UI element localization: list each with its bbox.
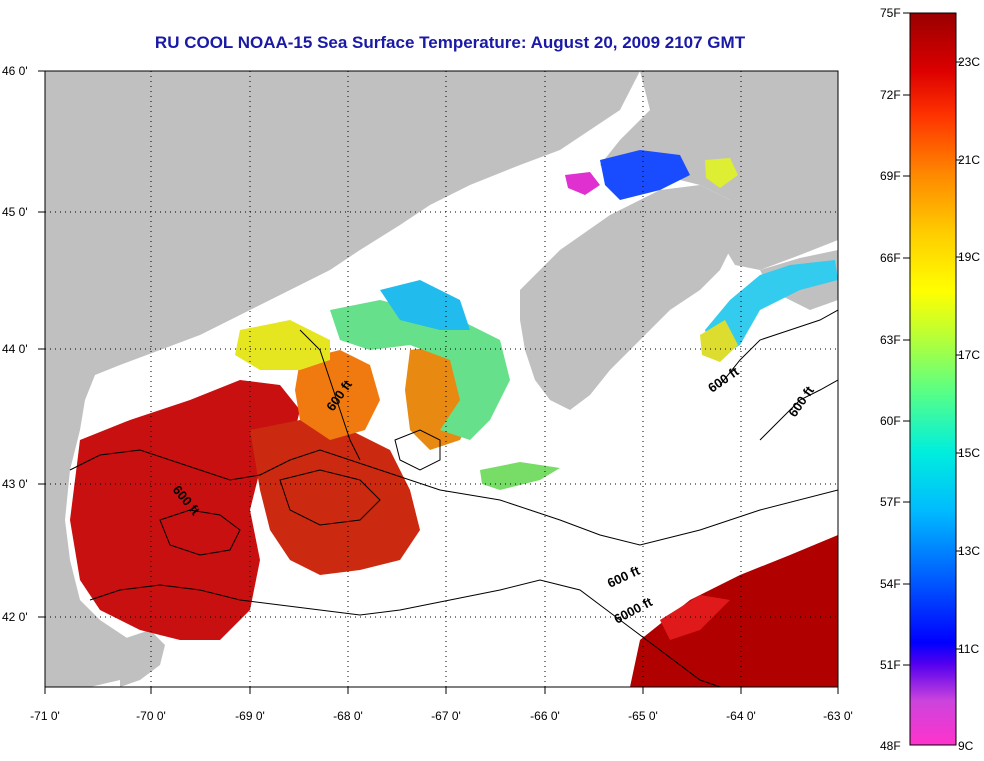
sst-yellow-scotian <box>700 320 738 362</box>
sst-warm-southwest <box>70 380 300 640</box>
lat-tick-label: 43 0' <box>2 477 28 491</box>
lon-tick-label: -70 0' <box>136 709 166 723</box>
colorbar-c-label: 19C <box>958 250 980 264</box>
lon-tick-label: -71 0' <box>30 709 60 723</box>
sst-green-band <box>330 300 510 440</box>
colorbar-c-label: 11C <box>958 642 979 656</box>
lon-tick-label: -63 0' <box>823 709 853 723</box>
lon-tick-label: -69 0' <box>235 709 265 723</box>
sst-orange-central <box>295 350 380 440</box>
sst-cyan-scotian <box>705 260 838 360</box>
lon-tick-label: -66 0' <box>530 709 560 723</box>
lat-tick-label: 45 0' <box>2 205 28 219</box>
land-new-england <box>45 71 640 687</box>
lat-tick-label: 44 0' <box>2 342 28 356</box>
lat-tick-label: 42 0' <box>2 610 28 624</box>
colorbar-c-label: 13C <box>958 544 980 558</box>
sst-green-georges <box>480 462 560 490</box>
sst-magenta-fundy <box>565 172 600 195</box>
colorbar-f-label: 63F <box>880 333 901 347</box>
map-frame <box>44 70 839 688</box>
colorbar-f-label: 54F <box>880 577 901 591</box>
colorbar-c-label: 21C <box>958 153 980 167</box>
colorbar-f-label: 75F <box>880 6 901 20</box>
colorbar-f-label: 60F <box>880 414 901 428</box>
colorbar-f-label: 72F <box>880 88 901 102</box>
lat-tick-label: 46 0' <box>2 64 28 78</box>
sst-yellow-band <box>235 320 330 370</box>
colorbar-ticks <box>903 12 962 666</box>
sst-cyan-fundy <box>380 280 470 330</box>
map-title: RU COOL NOAA-15 Sea Surface Temperature:… <box>154 33 746 52</box>
colorbar-c-label: 9C <box>958 739 974 753</box>
depth-contours <box>69 309 838 687</box>
colorbar-f-label: 69F <box>880 169 901 183</box>
colorbar-c-label: 17C <box>958 348 980 362</box>
lon-tick-label: -65 0' <box>628 709 658 723</box>
land-cape-cod <box>120 630 165 687</box>
lon-tick-label: -64 0' <box>726 709 756 723</box>
lon-tick-label: -68 0' <box>333 709 363 723</box>
sst-blue-fundy <box>600 150 690 200</box>
colorbar-c-label: 15C <box>958 446 980 460</box>
sst-gulfstream <box>630 535 838 687</box>
sst-yellow-fundy <box>705 158 738 188</box>
graticule <box>44 70 838 687</box>
colorbar-c-label: 23C <box>958 55 980 69</box>
axis-ticks <box>38 70 839 694</box>
colorbar <box>909 12 957 746</box>
lon-tick-label: -67 0' <box>431 709 461 723</box>
colorbar-f-label: 51F <box>880 658 901 672</box>
colorbar-f-label: 57F <box>880 495 901 509</box>
land-nova-scotia <box>520 185 735 410</box>
colorbar-f-label: 66F <box>880 251 901 265</box>
colorbar-f-label: 48F <box>880 739 901 753</box>
